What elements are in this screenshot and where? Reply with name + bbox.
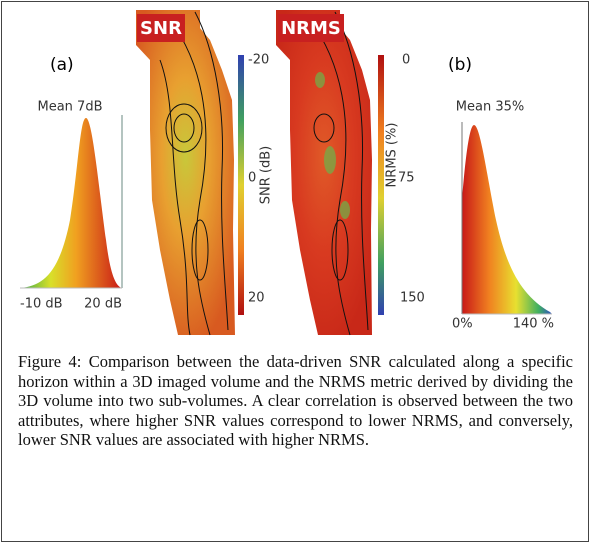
colorbar — [378, 55, 384, 315]
colorbar-label: SNR (dB) — [259, 146, 274, 204]
snr-map — [136, 10, 235, 335]
map-title: SNR — [140, 18, 182, 39]
colorbar-tick: 0 — [248, 171, 256, 186]
nrms-map — [276, 10, 372, 335]
colorbar-label: NRMS (%) — [385, 123, 400, 188]
colorbar-tick: -20 — [248, 53, 269, 68]
figure-caption: Figure 4: Comparison between the data-dr… — [18, 352, 573, 450]
panel-label: (a) — [50, 55, 74, 75]
hist-x-label: -10 dB — [20, 297, 63, 312]
colorbar-tick: 0 — [402, 53, 410, 68]
colorbar — [238, 55, 244, 315]
map-title-box — [137, 14, 185, 42]
map-patches — [315, 72, 350, 219]
snr-histogram — [20, 118, 122, 288]
hist-title: Mean 35% — [456, 100, 524, 115]
map-title-box — [278, 14, 344, 42]
map-title: NRMS — [281, 18, 341, 39]
colorbar-tick: 20 — [248, 291, 265, 306]
map-contours — [159, 11, 229, 336]
nrms-histogram — [462, 125, 552, 314]
hist-x-label: 20 dB — [84, 297, 122, 312]
map-contours — [309, 11, 369, 336]
hist-title: Mean 7dB — [38, 100, 103, 115]
colorbar-tick: 75 — [398, 171, 415, 186]
colorbar-tick: 150 — [400, 291, 425, 306]
hist-x-label: 0% — [452, 317, 473, 332]
figure-panels: (a) Mean 7dB -10 dB 20 dB SNR -20 0 20 S… — [20, 10, 554, 336]
hist-x-label: 140 % — [513, 317, 554, 332]
panel-label: (b) — [448, 55, 472, 75]
